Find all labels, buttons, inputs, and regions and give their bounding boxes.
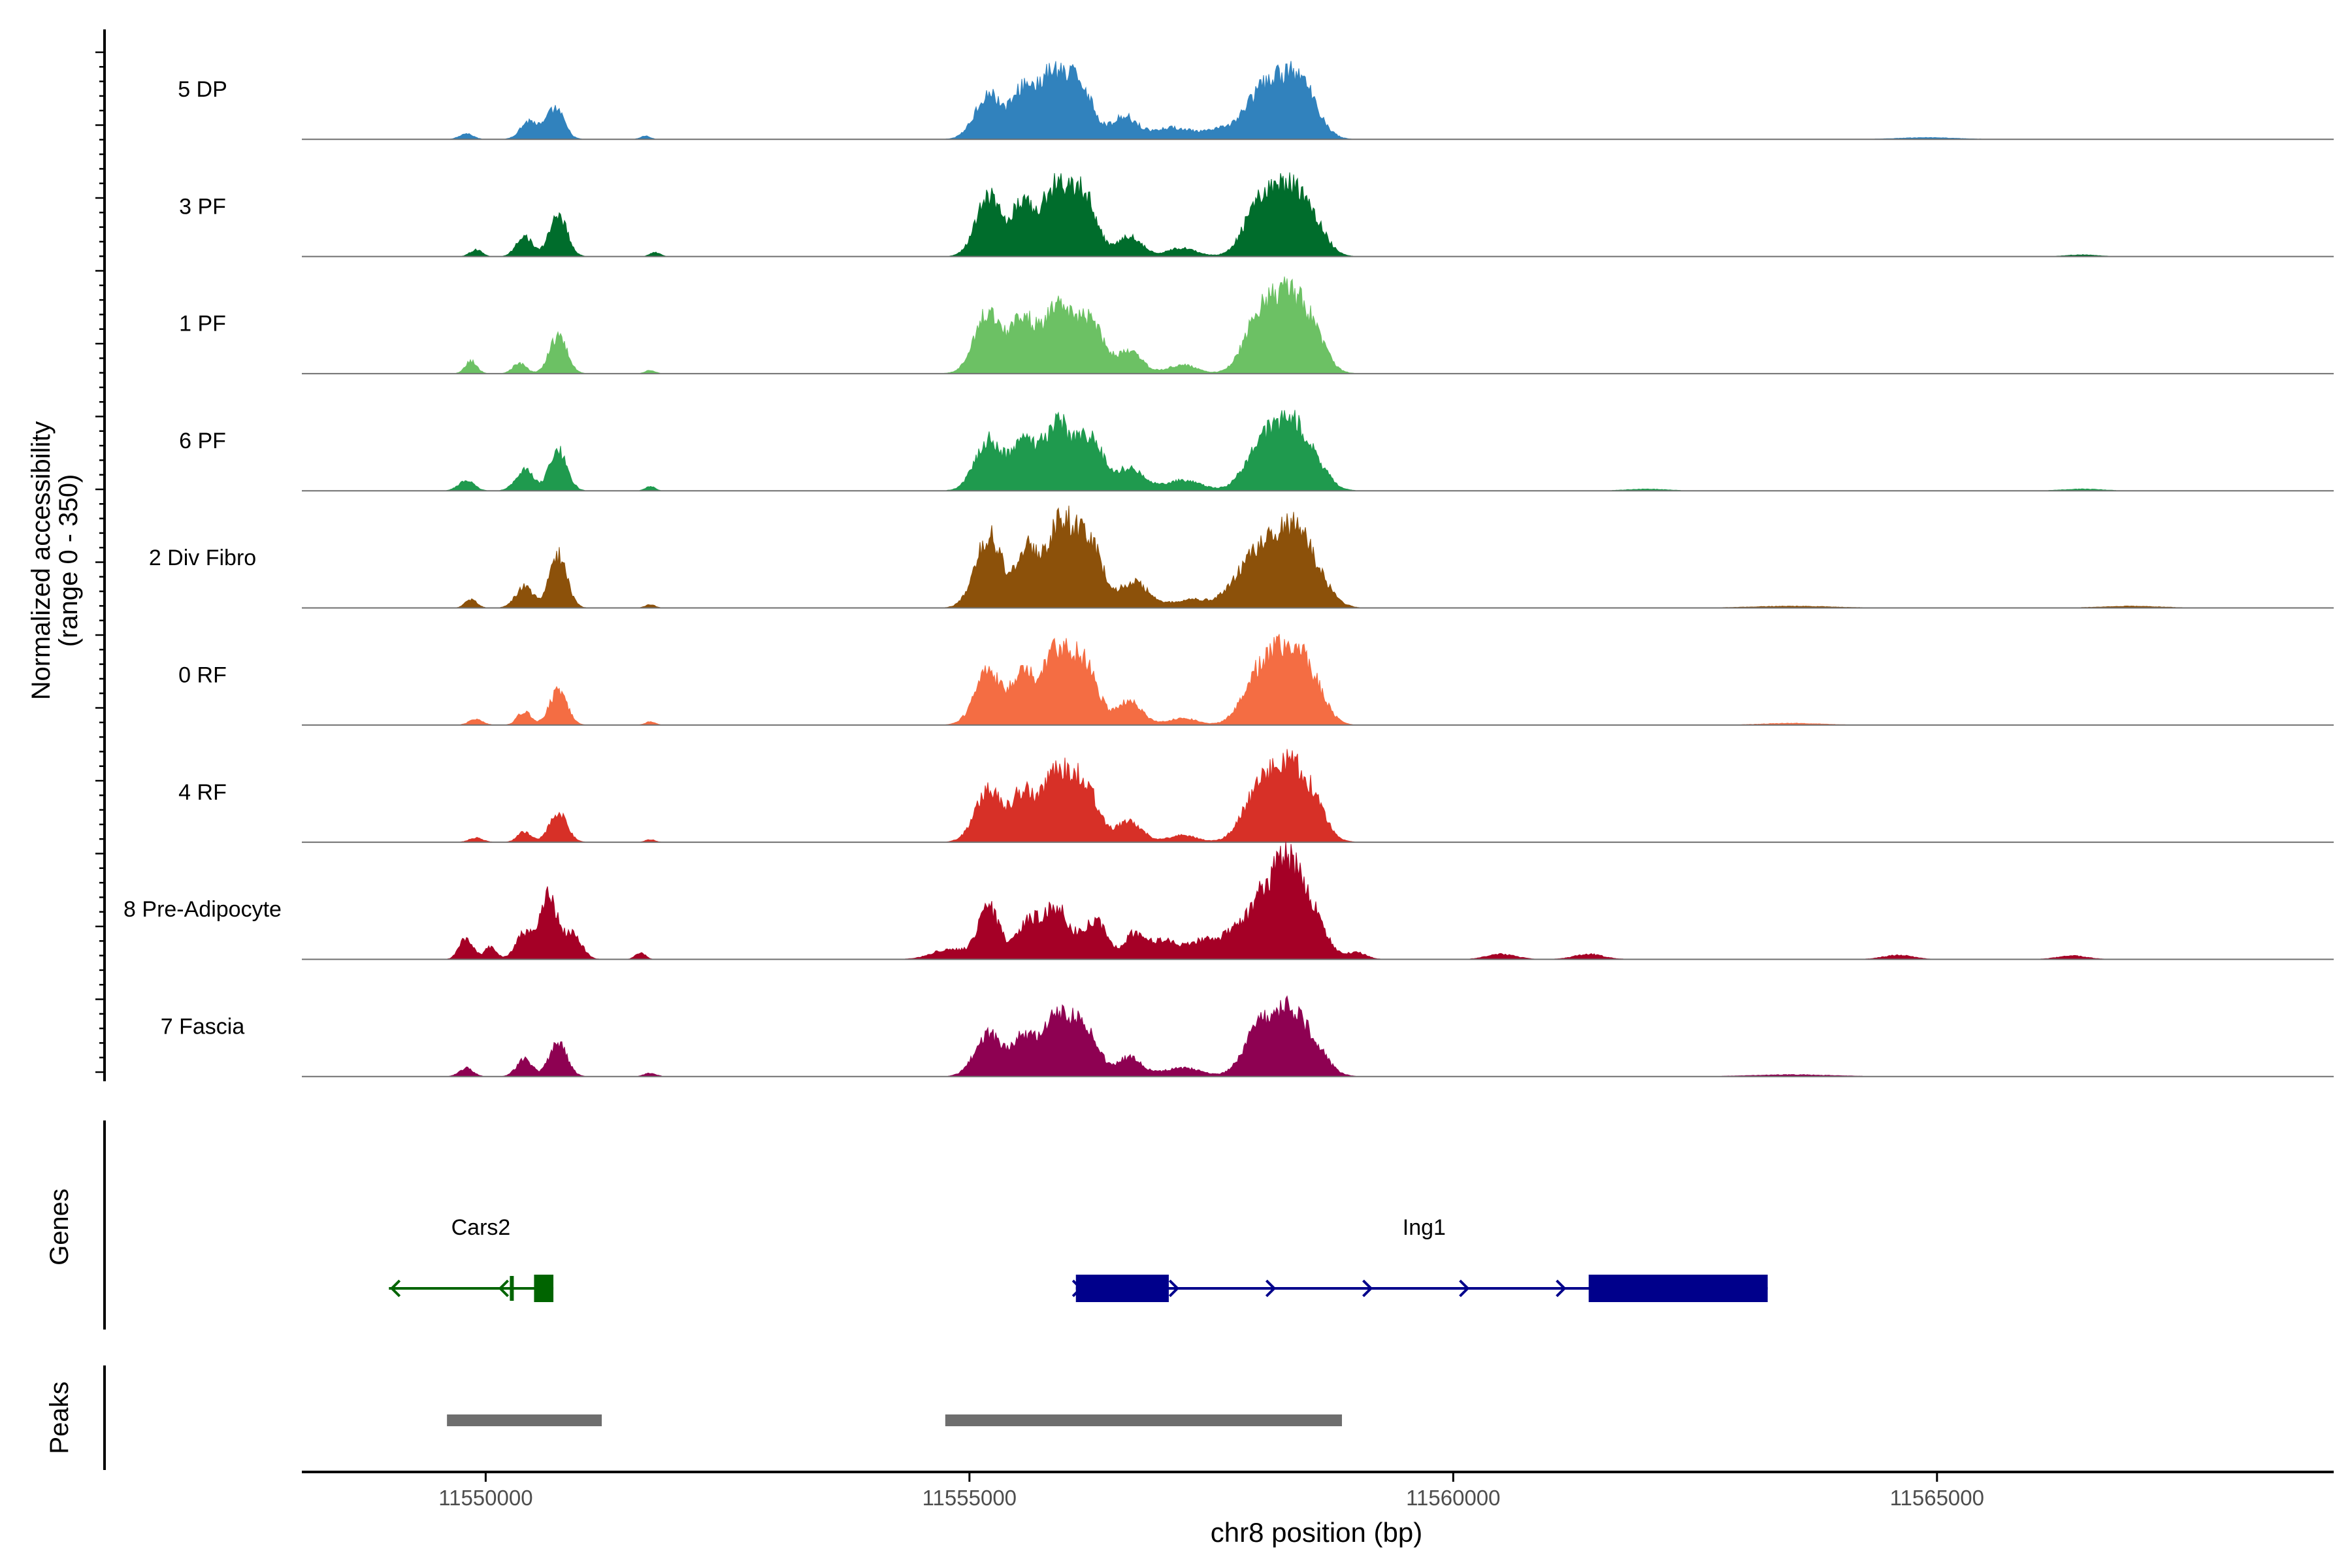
track-label: 5 DP — [178, 77, 227, 102]
track-8-pre-adipocyte: 8 Pre-Adipocyte — [123, 841, 2334, 960]
track-label: 8 Pre-Adipocyte — [123, 897, 282, 922]
peak-region — [945, 1414, 1343, 1426]
track-6-pf: 6 PF — [179, 410, 2334, 492]
coverage-area-1-pf — [302, 276, 2334, 374]
y-axis — [95, 29, 106, 1081]
track-0-rf: 0 RF — [178, 634, 2334, 726]
strand-arrow — [498, 1279, 510, 1298]
x-axis: 11550000 11555000 11560000 11565000 — [302, 1471, 2334, 1510]
gene-exon — [510, 1276, 514, 1301]
track-label: 7 Fascia — [161, 1014, 245, 1039]
gene-exon — [534, 1275, 554, 1302]
track-4-rf: 4 RF — [178, 749, 2334, 843]
strand-arrow — [1071, 1279, 1083, 1298]
coverage-area-6-pf — [302, 410, 2334, 491]
genes-track: Cars2 Ing1 — [103, 1120, 1768, 1330]
track-3-pf: 3 PF — [179, 172, 2334, 257]
y-axis-label: Normalized accessibility — [27, 421, 56, 700]
strand-arrow — [389, 1279, 401, 1298]
x-tick-label: 11565000 — [1890, 1486, 1984, 1510]
coverage-area-2-div-fibro — [302, 505, 2334, 609]
strand-arrow — [1265, 1279, 1277, 1298]
track-1-pf: 1 PF — [179, 276, 2334, 374]
x-tick-label: 11550000 — [438, 1486, 532, 1510]
x-tick-label: 11555000 — [923, 1486, 1017, 1510]
coverage-area-3-pf — [302, 172, 2334, 257]
coverage-area-0-rf — [302, 634, 2334, 726]
coverage-tracks: 5 DP 3 PF 1 PF 6 PF 2 Div Fibro 0 RF 4 RF 8 Pre… — [123, 61, 2334, 1077]
gene-name-label: Ing1 — [1403, 1215, 1446, 1240]
track-label: 2 Div Fibro — [149, 546, 256, 570]
strand-arrow — [1362, 1279, 1373, 1298]
gene-exon — [1075, 1275, 1169, 1302]
coverage-area-7-fascia — [302, 995, 2334, 1077]
peak-region — [447, 1414, 602, 1426]
track-label: 0 RF — [178, 663, 227, 688]
x-axis-label: chr8 position (bp) — [1211, 1517, 1423, 1548]
x-tick-label: 11560000 — [1406, 1486, 1500, 1510]
gene-exon — [1588, 1275, 1768, 1302]
peaks-track-label: Peaks — [45, 1381, 74, 1454]
track-label: 4 RF — [178, 780, 227, 805]
peaks-track — [103, 1365, 1343, 1470]
track-2-div-fibro: 2 Div Fibro — [149, 505, 2334, 609]
track-label: 6 PF — [179, 429, 226, 453]
coverage-area-4-rf — [302, 749, 2334, 843]
track-label: 3 PF — [179, 194, 226, 219]
genes-track-label: Genes — [45, 1188, 74, 1266]
gene-cars2: Cars2 — [389, 1215, 554, 1302]
strand-arrow — [1556, 1279, 1567, 1298]
coverage-area-5-dp — [302, 61, 2334, 140]
track-7-fascia: 7 Fascia — [161, 995, 2334, 1077]
y-axis-range-label: (range 0 - 350) — [54, 474, 83, 647]
track-5-dp: 5 DP — [178, 61, 2334, 140]
strand-arrow — [1749, 1279, 1760, 1298]
strand-arrow — [1459, 1279, 1470, 1298]
gene-name-label: Cars2 — [451, 1215, 511, 1240]
strand-arrow — [1168, 1279, 1180, 1298]
track-label: 1 PF — [179, 312, 226, 336]
strand-arrow — [1652, 1279, 1663, 1298]
coverage-area-8-pre-adipocyte — [302, 841, 2334, 960]
gene-ing1: Ing1 — [1071, 1215, 1768, 1302]
